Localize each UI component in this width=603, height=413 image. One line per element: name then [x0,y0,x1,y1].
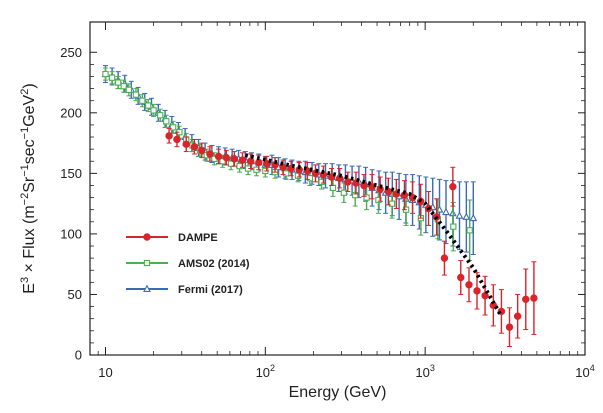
legend-item: Fermi (2017) [126,284,243,296]
y-tick-label: 150 [60,166,82,181]
data-point [513,312,522,320]
data-point [206,150,214,158]
data-point [344,178,352,186]
data-point [481,291,489,300]
plot-frame [89,21,586,356]
data-point [102,70,109,78]
data-point [246,157,255,165]
data-point [440,254,449,262]
data-point [182,140,190,149]
data-point [219,158,226,165]
x-tick-label: 102 [256,363,275,380]
data-point [165,132,173,140]
legend-label: AMS02 (2014) [178,258,250,270]
data-point [222,153,231,162]
x-axis-title: Energy (GeV) [289,384,387,401]
data-point [530,294,538,302]
data-point [139,97,146,104]
legend-item: DAMPE [126,232,218,244]
x-tick-label: 104 [575,363,594,380]
data-point [466,227,473,234]
data-point [449,182,457,191]
data-point [455,211,464,219]
data-point [150,107,157,114]
data-point [173,135,181,144]
data-point [306,175,314,182]
y-tick-label: 50 [68,287,82,302]
data-point [157,112,164,119]
legend-item: AMS02 (2014) [126,258,250,270]
data-point [473,287,481,295]
legend-marker [143,259,151,267]
data-point [227,160,235,167]
series-dampe [165,128,538,348]
data-point [263,159,271,168]
data-point [457,273,465,282]
y-tick-label: 250 [60,45,82,60]
data-point [214,152,223,161]
data-point [120,83,127,90]
data-point [363,194,370,201]
data-point [132,91,140,98]
data-point [236,162,243,170]
data-point [462,212,471,220]
data-point [230,155,239,163]
data-point [114,79,122,86]
legend-label: Fermi (2017) [178,284,243,296]
y-tick-label: 0 [75,348,82,363]
legend-marker [143,284,151,292]
data-point [163,118,170,125]
fit-line [244,153,504,318]
data-point [469,213,478,222]
data-point [352,192,359,199]
data-point [169,124,177,131]
data-point [318,178,325,185]
data-point [279,163,287,172]
data-point [125,86,132,93]
data-point [198,146,206,155]
data-point [238,156,247,164]
y-axis-title: E3 × Flux (m−2Sr−1sec−1GeV2) [19,83,38,293]
data-point [388,200,396,207]
legend-label: DAMPE [178,232,218,244]
data-point [450,223,457,230]
y-tick-label: 200 [60,105,82,120]
data-point [190,143,199,151]
y-tick-label: 100 [60,226,82,241]
data-point [375,196,382,204]
data-point [108,74,116,81]
data-point [465,281,473,289]
data-point [340,189,348,196]
legend: DAMPE AMS02 (2014) Fermi (2017) [126,232,250,296]
data-point [442,207,450,216]
data-point [329,184,337,192]
data-point [283,170,290,177]
data-point [505,323,514,331]
data-point [145,102,152,109]
x-tick-label: 10 [98,365,112,380]
data-point [522,295,530,303]
x-tick-label: 103 [415,363,434,380]
legend-marker [143,233,151,241]
